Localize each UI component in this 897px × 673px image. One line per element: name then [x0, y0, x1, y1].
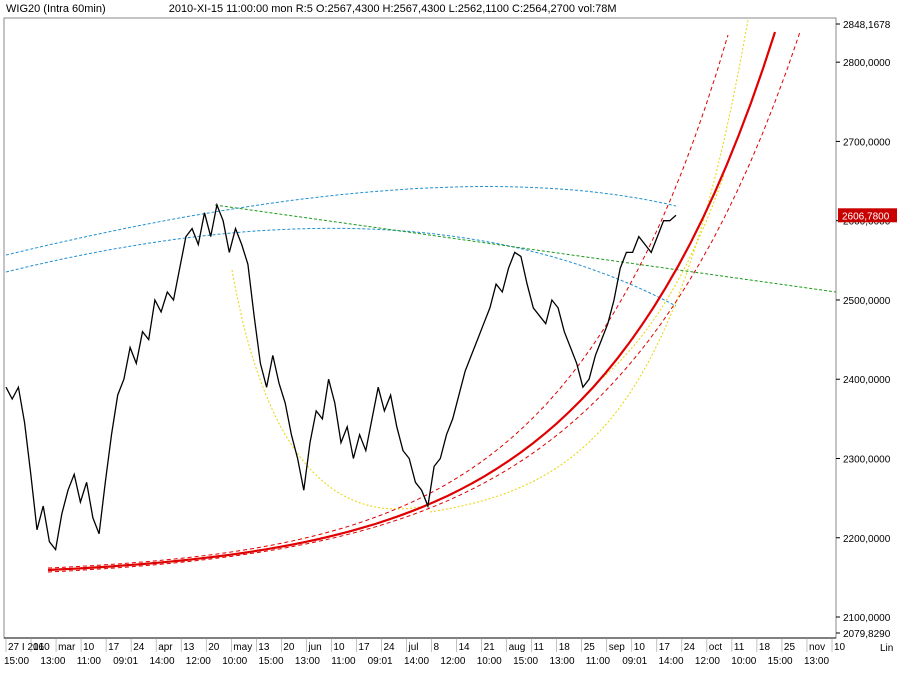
x-tick-label-bottom: 13:00	[295, 656, 320, 667]
x-tick-label-top: 10	[634, 642, 646, 653]
red-support-arc	[47, 31, 777, 572]
blue-dome-arc-lower	[5, 227, 677, 307]
x-tick-label-bottom: 13:00	[40, 656, 65, 667]
x-tick-label-top: 25	[784, 642, 796, 653]
x-tick-label-top: 10	[834, 642, 846, 653]
last-price-label: 2606,7800	[842, 211, 890, 222]
symbol-label: WIG20 (Intra 60min)	[6, 3, 106, 15]
x-tick-label-bottom: 13:00	[550, 656, 575, 667]
x-tick-label-top: oct	[709, 642, 723, 653]
x-tick-label-bottom: 09:01	[622, 656, 647, 667]
x-tick-label-bottom: 09:01	[368, 656, 393, 667]
price-series-line	[5, 202, 677, 552]
x-tick-label-top: aug	[509, 642, 526, 653]
x-tick-label-top: mar	[58, 642, 76, 653]
x-tick-label-top: 17	[659, 642, 671, 653]
x-tick-label-bottom: 11:00	[586, 656, 611, 667]
x-tick-label-top: 20	[283, 642, 295, 653]
blue-dome-arc-upper	[5, 185, 677, 256]
yellow-bowl-arc	[231, 269, 431, 510]
x-tick-label-top: 10	[333, 642, 345, 653]
x-tick-label-top: 14	[459, 642, 471, 653]
x-tick-label-top: 10	[83, 642, 95, 653]
x-tick-label-top: 20	[208, 642, 220, 653]
red-support-arc-upper	[47, 34, 729, 569]
x-tick-label-bottom: 11:00	[77, 656, 102, 667]
x-tick-label-top: 16	[33, 642, 45, 653]
x-tick-label-bottom: 10:00	[222, 656, 247, 667]
x-tick-label-bottom: 15:00	[513, 656, 538, 667]
x-tick-label-top: 13	[258, 642, 270, 653]
x-tick-label-top: 18	[559, 642, 571, 653]
yellow-rising-arc	[429, 19, 749, 513]
x-tick-label-bottom: 09:01	[113, 656, 138, 667]
y-tick-label: 2400,0000	[843, 375, 891, 386]
x-tick-label-bottom: 12:00	[440, 656, 465, 667]
x-tick-label-bottom: 14:00	[659, 656, 684, 667]
y-tick-label: 2200,0000	[843, 534, 891, 545]
x-tick-label-bottom: 10:00	[477, 656, 502, 667]
x-tick-label-top: may	[233, 642, 252, 653]
y-tick-label: 2800,0000	[843, 58, 891, 69]
x-tick-label-top: 11	[734, 642, 745, 653]
y-tick-label: 2300,0000	[843, 455, 891, 466]
x-tick-label-top: 17	[358, 642, 370, 653]
x-tick-label-top: 24	[684, 642, 696, 653]
x-tick-label-bottom: 14:00	[150, 656, 175, 667]
plot-frame	[3, 17, 837, 639]
x-tick-label-top: 24	[133, 642, 145, 653]
x-tick-label-top: 25	[584, 642, 596, 653]
scale-mode-label: Lin	[880, 643, 893, 654]
x-tick-label-bottom: 14:00	[404, 656, 429, 667]
x-tick-label-top: 24	[384, 642, 396, 653]
x-tick-label-top: 13	[183, 642, 195, 653]
x-tick-label-top: 21	[484, 642, 496, 653]
x-tick-label-bottom: 10:00	[731, 656, 756, 667]
x-tick-label-bottom: 15:00	[259, 656, 284, 667]
x-tick-label-top: 8	[434, 642, 440, 653]
x-tick-label-top: sep	[609, 642, 626, 653]
x-tick-label-top: apr	[158, 642, 173, 653]
y-tick-label: 2700,0000	[843, 137, 891, 148]
y-tick-label: 2848,1678	[843, 20, 891, 31]
x-tick-label-top: jul	[408, 642, 419, 653]
green-trend-line	[214, 204, 837, 293]
last-price-box	[838, 208, 897, 223]
quote-readout: 2010-XI-15 11:00:00 mon R:5 O:2567,4300 …	[168, 3, 617, 15]
y-tick-label: 2079,8290	[843, 629, 891, 640]
x-tick-label-bottom: 12:00	[695, 656, 720, 667]
x-tick-label-bottom: 11:00	[331, 656, 356, 667]
x-tick-label-bottom: 13:00	[804, 656, 829, 667]
x-tick-label-top: 11	[534, 642, 545, 653]
yellow-short-arc	[599, 174, 725, 381]
x-tick-label-top: 17	[108, 642, 120, 653]
y-tick-label: 2500,0000	[843, 296, 891, 307]
x-tick-label-top: nov	[809, 642, 825, 653]
y-tick-label: 2100,0000	[843, 613, 891, 624]
x-tick-label-top: 27 I 2010	[8, 642, 50, 653]
chart-header: WIG20 (Intra 60min) 2010-XI-15 11:00:00 …	[6, 3, 617, 17]
x-tick-label-bottom: 15:00	[768, 656, 793, 667]
x-tick-label-top: jun	[307, 642, 321, 653]
x-tick-label-bottom: 12:00	[186, 656, 211, 667]
x-tick-label-top: 18	[759, 642, 771, 653]
x-tick-label-bottom: 15:00	[4, 656, 29, 667]
